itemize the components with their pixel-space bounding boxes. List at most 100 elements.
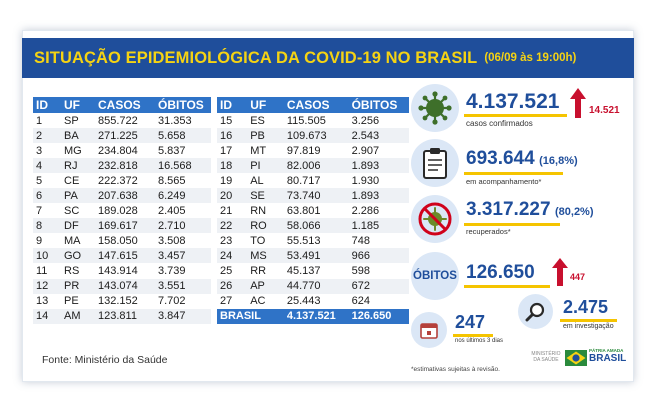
table-cell: RR [250, 264, 267, 277]
table-cell: 10 [33, 248, 61, 264]
page-title: SITUAÇÃO EPIDEMIOLÓGICA DA COVID-19 NO B… [34, 48, 478, 67]
last3-value: 247 [455, 312, 486, 332]
table-row: 12 PR 143.074 3.551 [33, 278, 211, 294]
table-cell: 1.893 [348, 158, 409, 174]
table-cell: 4 [33, 158, 61, 174]
table-row: 25 RR 45.137 598 [217, 263, 409, 278]
table-cell: 3.847 [155, 308, 211, 324]
table-cell: 25 [220, 264, 233, 277]
table-cell: 143.074 [95, 278, 155, 294]
table-cell: 271.225 [95, 128, 155, 144]
table-cell: 27 [220, 295, 233, 308]
logo-big-text: BRASIL [589, 352, 627, 364]
table-cell: 207.638 [95, 188, 155, 204]
table-cell: 222.372 [98, 174, 138, 187]
table-cell: 18 [217, 158, 248, 174]
table-cell: 80.717 [286, 174, 321, 187]
column-header: ID [33, 97, 61, 113]
table-cell: CE [64, 174, 80, 187]
table-row: 14 AM 123.811 3.847 [33, 308, 211, 324]
table-cell: 44.770 [283, 278, 349, 294]
table-cell: 5.837 [158, 144, 186, 157]
table-cell: 2.286 [351, 204, 380, 217]
table-cell: 143.914 [98, 264, 138, 277]
table-cell: 598 [351, 264, 370, 277]
table-cell: GO [61, 248, 95, 264]
table-row: 2 BA 271.225 5.658 [33, 128, 211, 144]
recovered-underline [464, 223, 560, 226]
table-cell: 9 [36, 234, 43, 247]
report-date: (06/09 às 19:00h) [484, 52, 577, 64]
table-row: 16 PB 109.673 2.543 [217, 128, 409, 144]
table-cell: TO [250, 234, 266, 247]
table-cell: MA [64, 234, 81, 247]
table-row: 11 RS 143.914 3.739 [33, 263, 211, 278]
table-cell: 672 [348, 278, 409, 294]
table-cell: 2.907 [351, 144, 380, 157]
table-cell: RO [247, 218, 284, 234]
table-cell: 115.505 [286, 114, 326, 127]
recovered-percent: (80,2%) [554, 206, 594, 218]
table-cell: 3 [36, 144, 43, 157]
table-cell: 16 [217, 128, 248, 144]
table-cell: PR [61, 278, 95, 294]
table-cell: 58.066 [283, 218, 349, 234]
table-cell: 2.543 [348, 128, 409, 144]
monitoring-label: em acompanhamento* [466, 177, 542, 186]
table-cell: PI [247, 158, 284, 174]
table-cell: 748 [351, 234, 370, 247]
table-cell: MS [247, 248, 284, 264]
confirmed-underline [464, 114, 567, 117]
table-row: 10 GO 147.615 3.457 [33, 248, 211, 264]
table-cell: 14 [33, 308, 61, 324]
monitoring-percent: (16,8%) [539, 155, 578, 167]
table-cell: 3.256 [351, 114, 380, 127]
monitoring-stat: 693.644 (16,8%) [466, 148, 578, 170]
table-cell: 2.405 [158, 204, 186, 217]
table-row: 19 AL 80.717 1.930 [217, 173, 409, 188]
table-cell: 855.722 [98, 114, 138, 127]
clipboard-icon [411, 139, 459, 187]
column-header: ÓBITOS [348, 97, 409, 113]
table-row: 13 PE 132.152 7.702 [33, 294, 211, 309]
table-cell: 16.568 [155, 158, 211, 174]
up-arrow-icon [552, 258, 568, 286]
table-cell: BA [61, 128, 95, 144]
table-cell: 132.152 [98, 295, 138, 308]
table-cell: AP [247, 278, 284, 294]
recovered-value: 3.317.227 [466, 199, 551, 220]
table-cell: 1.893 [348, 188, 409, 204]
table-row: 18 PI 82.006 1.893 [217, 158, 409, 174]
brazil-flag-icon [565, 350, 587, 366]
table-row: 22 RO 58.066 1.185 [217, 218, 409, 234]
table-cell: 53.491 [283, 248, 349, 264]
table-cell: AC [250, 295, 266, 308]
investigation-underline [560, 319, 617, 322]
table-cell: PB [247, 128, 284, 144]
table-cell: 232.818 [95, 158, 155, 174]
table-cell: PE [64, 295, 79, 308]
table-cell: 7.702 [158, 295, 186, 308]
title-bar: SITUAÇÃO EPIDEMIOLÓGICA DA COVID-19 NO B… [22, 38, 634, 78]
table-cell: 24 [217, 248, 248, 264]
ministry-logo: MINISTÉRIO DA SAÚDE [531, 351, 561, 363]
table-row: 23 TO 55.513 748 [217, 233, 409, 248]
investigation-value: 2.475 [563, 297, 609, 317]
table-cell: 7 [36, 204, 43, 217]
source-text: Fonte: Ministério da Saúde [42, 354, 168, 366]
table-cell: RN [250, 204, 267, 217]
deaths-value: 126.650 [466, 262, 535, 283]
table-cell: 55.513 [286, 234, 321, 247]
table-row: 9 MA 158.050 3.508 [33, 233, 211, 248]
column-header: UF [247, 97, 284, 113]
table-cell: 13 [36, 295, 49, 308]
table-cell: 20 [217, 188, 248, 204]
deaths-label: ÓBITOS [413, 270, 457, 282]
logo-small-text: PÁTRIA AMADA [589, 348, 624, 353]
table-cell: 1 [36, 114, 43, 127]
table-cell: 2 [33, 128, 61, 144]
table-cell: MT [250, 144, 267, 157]
table-cell: 15 [220, 114, 233, 127]
total-label: BRASIL [217, 308, 284, 324]
table-row: 27 AC 25.443 624 [217, 294, 409, 309]
